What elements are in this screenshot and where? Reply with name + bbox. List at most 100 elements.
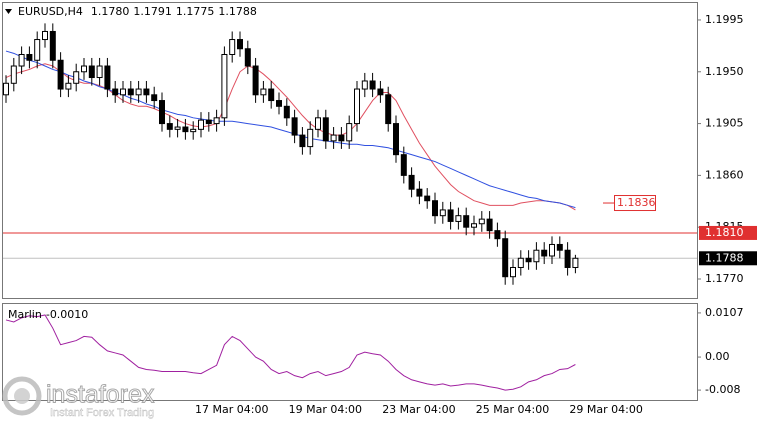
level-label-box: [699, 225, 757, 240]
candle-body: [377, 88, 384, 96]
candle-body: [190, 128, 197, 133]
candle-body: [205, 119, 212, 125]
indicator-value: -0.0010: [46, 308, 88, 321]
ma-marker-label: 1.1836: [617, 196, 656, 209]
ohlc-value: 1.1791: [133, 5, 172, 18]
candle-body: [221, 53, 228, 119]
candle-body: [400, 154, 407, 176]
candle-body: [49, 30, 56, 61]
candle-body: [494, 230, 501, 240]
candle-body: [182, 126, 189, 133]
candle-body: [151, 94, 158, 102]
candle-body: [463, 215, 470, 228]
candle-body: [276, 100, 282, 107]
x-tick-label: 29 Mar 04:00: [569, 403, 642, 416]
y-tick-label: 1.1950: [705, 65, 744, 78]
watermark-brand: instaforex: [46, 381, 155, 409]
ohlc-value: 1.1780: [91, 5, 130, 18]
x-tick-label: 23 Mar 04:00: [382, 403, 455, 416]
candle-body: [307, 128, 314, 148]
candle-body: [104, 65, 111, 90]
candle-body: [315, 117, 321, 130]
candle-body: [65, 82, 72, 90]
ma-marker-box: [614, 195, 656, 212]
candle-body: [3, 82, 9, 96]
candle-body: [291, 117, 298, 136]
candle-body: [517, 257, 524, 268]
candle-body: [385, 94, 392, 125]
candle-body: [486, 218, 493, 232]
price-label: 1.1788: [705, 251, 744, 264]
candle-body: [120, 88, 126, 96]
candle-body: [439, 209, 446, 217]
candle-body: [34, 39, 41, 61]
candle-body: [96, 65, 103, 79]
candle-body: [73, 71, 80, 84]
candle-body: [471, 223, 477, 228]
candle-body: [338, 134, 345, 142]
moving-average: [5, 63, 576, 211]
candle-body: [455, 215, 462, 222]
y-tick-label: -0.008: [705, 383, 740, 396]
candle-body: [299, 134, 306, 148]
candle-body: [393, 123, 399, 156]
y-tick-label: 1.1905: [705, 117, 744, 130]
y-tick-label: 1.1860: [705, 168, 744, 181]
candle-body: [268, 88, 275, 102]
indicator-panel: [2, 303, 698, 401]
candle-body: [478, 218, 485, 225]
x-tick-label: 17 Mar 04:00: [195, 403, 268, 416]
candle-body: [143, 88, 150, 96]
level-label: 1.1810: [705, 226, 744, 239]
candle-body: [260, 88, 267, 96]
candle-body: [572, 257, 579, 268]
watermark-tagline: Instant Forex Trading: [50, 407, 154, 419]
candle-body: [549, 243, 555, 257]
candle-body: [525, 257, 532, 263]
x-tick-label: 25 Mar 04:00: [476, 403, 549, 416]
price-label-box: [699, 251, 757, 266]
candle-body: [556, 243, 563, 251]
candle-body: [57, 59, 64, 90]
candle-body: [502, 238, 509, 278]
candle-body: [330, 134, 337, 142]
candle-body: [159, 100, 165, 125]
candle-body: [541, 249, 548, 257]
price-panel: [2, 2, 698, 299]
moving-average: [5, 50, 576, 209]
candle-body: [346, 123, 353, 142]
candle-body: [510, 266, 516, 278]
candle-body: [408, 174, 415, 190]
candle-body: [18, 53, 25, 67]
watermark: instaforex Instant Forex Trading: [2, 376, 155, 419]
candle-body: [354, 88, 360, 125]
candle-body: [10, 65, 17, 84]
candle-body: [42, 30, 48, 41]
y-tick-label: 1.1995: [705, 13, 744, 26]
y-tick-label: 1.1770: [705, 272, 744, 285]
candle-body: [369, 80, 376, 90]
candle-body: [135, 88, 142, 96]
candle-body: [252, 65, 259, 96]
candle-body: [229, 39, 236, 55]
candle-body: [237, 39, 243, 50]
candle-body: [198, 119, 204, 130]
candle-body: [244, 48, 251, 67]
candle-body: [424, 195, 431, 202]
candle-body: [283, 105, 290, 119]
candle-body: [26, 53, 33, 61]
indicator-header: Marlin -0.0010: [8, 308, 88, 321]
logo-core: [14, 388, 30, 404]
candle-body: [112, 88, 119, 96]
candle-body: [322, 117, 329, 142]
menu-arrow: [5, 9, 12, 14]
indicator-name: Marlin: [8, 308, 42, 321]
candle-body: [81, 65, 87, 73]
y-tick-label: 0.00: [705, 350, 730, 363]
ohlc-value: 1.1788: [218, 5, 257, 18]
candle-body: [416, 188, 423, 197]
chart-header: EURUSD,H4 1.1780 1.1791 1.1775 1.1788: [18, 5, 257, 18]
symbol: EURUSD,H4: [18, 5, 83, 18]
x-tick-label: 19 Mar 04:00: [289, 403, 362, 416]
